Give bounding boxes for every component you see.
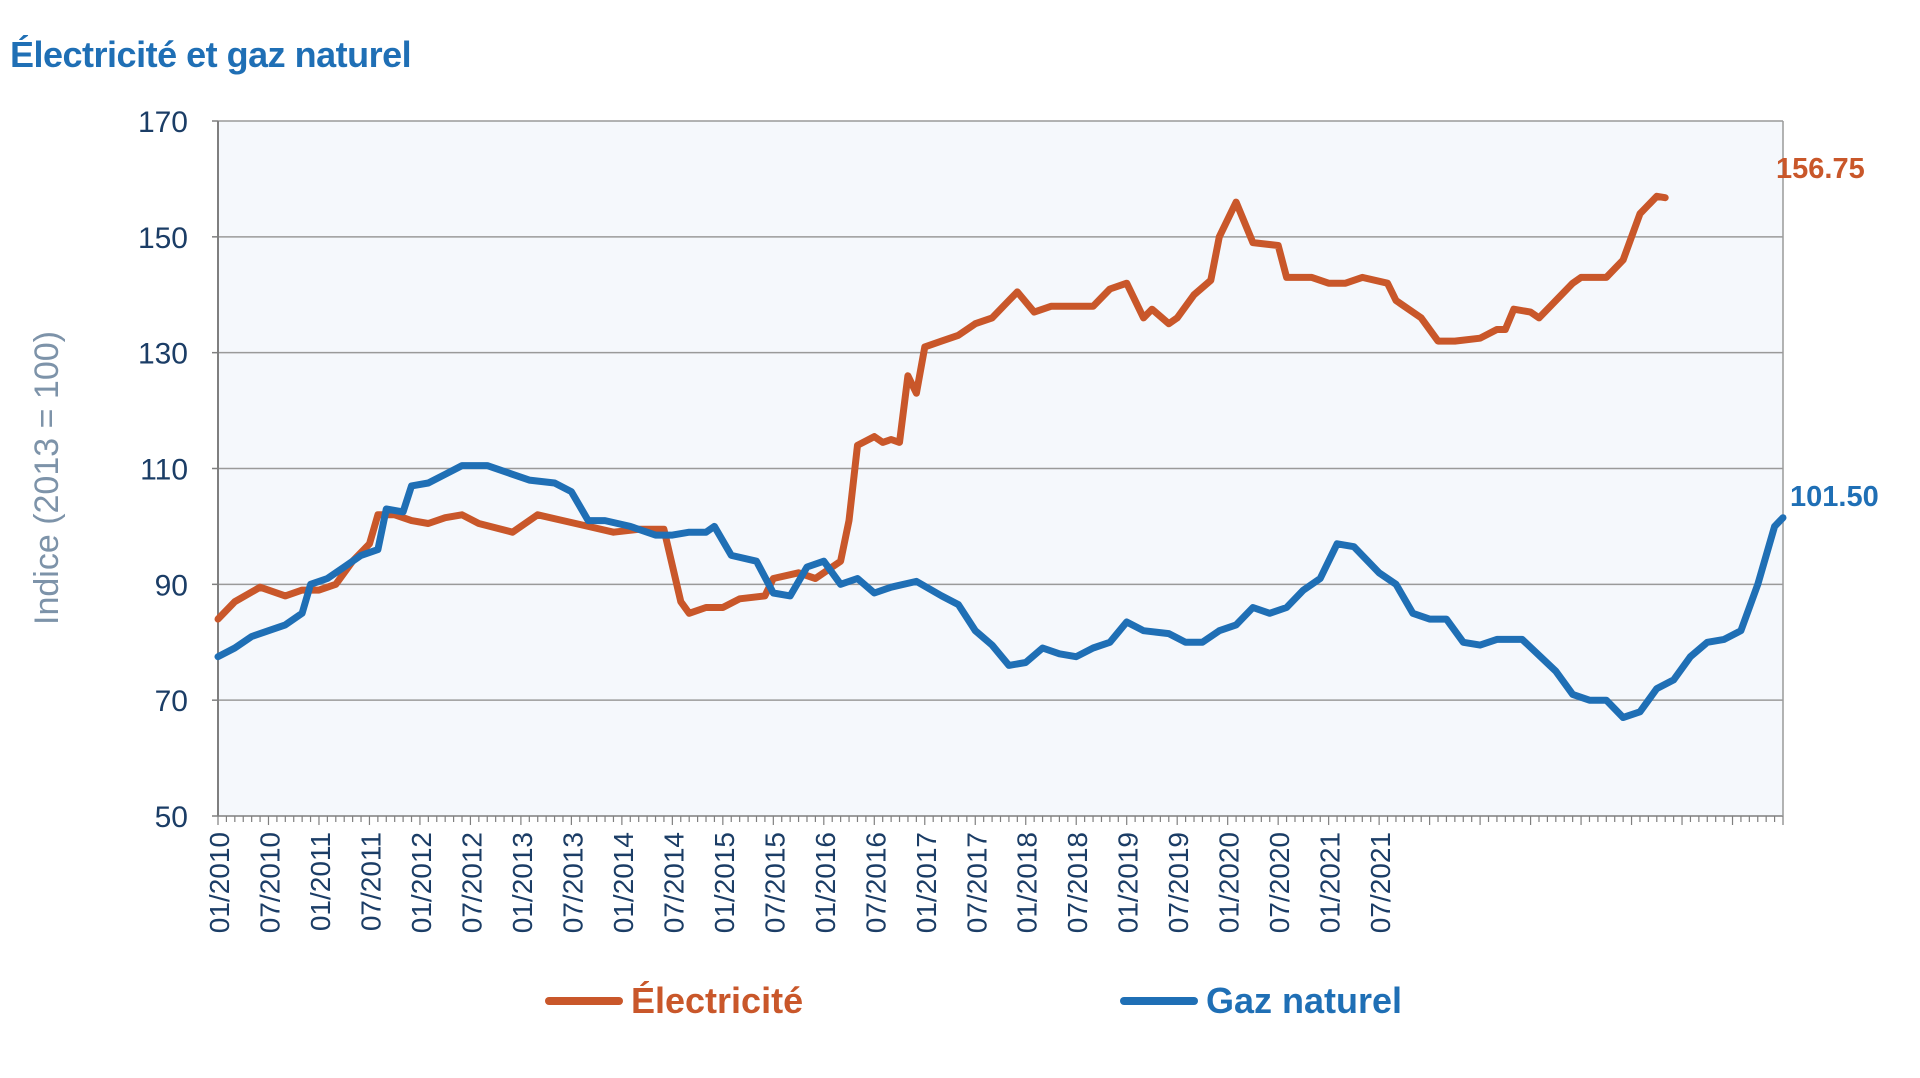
x-tick-label: 07/2019	[1163, 832, 1194, 933]
x-tick-label: 01/2013	[507, 832, 538, 933]
legend-label-gaz-naturel: Gaz naturel	[1206, 980, 1403, 1021]
x-tick-label: 01/2020	[1214, 832, 1245, 933]
x-tick-label: 07/2010	[254, 832, 285, 933]
x-tick-label: 07/2013	[557, 832, 588, 933]
legend-item-gaz-naturel: Gaz naturel	[1120, 980, 1402, 1022]
y-tick-label-90: 90	[155, 569, 188, 602]
legend-swatch-gaz-naturel	[1120, 997, 1198, 1005]
end-label-electricite: 156.75	[1776, 153, 1865, 185]
x-tick-label: 01/2012	[406, 832, 437, 933]
x-tick-label: 01/2011	[305, 832, 336, 931]
y-tick-label-50: 50	[155, 801, 188, 834]
x-tick-label: 01/2015	[709, 832, 740, 933]
x-tick-label: 07/2015	[759, 832, 790, 933]
x-tick-label: 01/2016	[810, 832, 841, 933]
x-tick-label: 01/2014	[608, 832, 639, 933]
series-line-gaz-naturel	[214, 462, 1787, 721]
end-labels: 156.75 101.50	[1776, 153, 1879, 513]
x-tick-label: 01/2018	[1012, 832, 1043, 933]
x-tick-label: 07/2016	[860, 832, 891, 933]
y-tick-label-70: 70	[155, 685, 188, 718]
y-tick-label-110: 110	[140, 454, 188, 487]
x-tick-label: 01/2010	[204, 832, 235, 933]
x-tick-label: 07/2017	[961, 832, 992, 933]
legend-label-electricite: Électricité	[631, 980, 804, 1021]
x-tick-label: 01/2019	[1113, 832, 1144, 933]
series-line-electricite	[214, 192, 1669, 623]
legend-swatch-electricite	[545, 997, 623, 1005]
x-tick-label: 07/2014	[658, 832, 689, 933]
y-tick-label-150: 150	[138, 222, 188, 255]
y-axis-ticks: 50 70 90 110 130 150 170	[138, 106, 218, 834]
x-tick-label: 01/2017	[911, 832, 942, 933]
y-tick-label-130: 130	[138, 338, 188, 371]
x-tick-label: 01/2021	[1315, 832, 1346, 933]
x-axis-ticks: 01/2010 07/2010 01/2011 07/2011 01/2012 07/20…	[204, 816, 1784, 933]
x-tick-label: 07/2018	[1062, 832, 1093, 933]
x-tick-label: 07/2011	[355, 832, 386, 931]
series-lines	[214, 192, 1787, 721]
legend-item-electricite: Électricité	[545, 980, 803, 1022]
y-axis-label: Indice (2013 = 100)	[28, 331, 66, 625]
chart-title: Électricité et gaz naturel	[10, 34, 412, 75]
x-tick-label: 07/2020	[1264, 832, 1295, 933]
end-label-gaz-naturel: 101.50	[1790, 481, 1879, 513]
x-tick-label: 07/2021	[1365, 832, 1396, 933]
y-tick-label-170: 170	[138, 106, 188, 139]
x-tick-label: 07/2012	[456, 832, 487, 933]
